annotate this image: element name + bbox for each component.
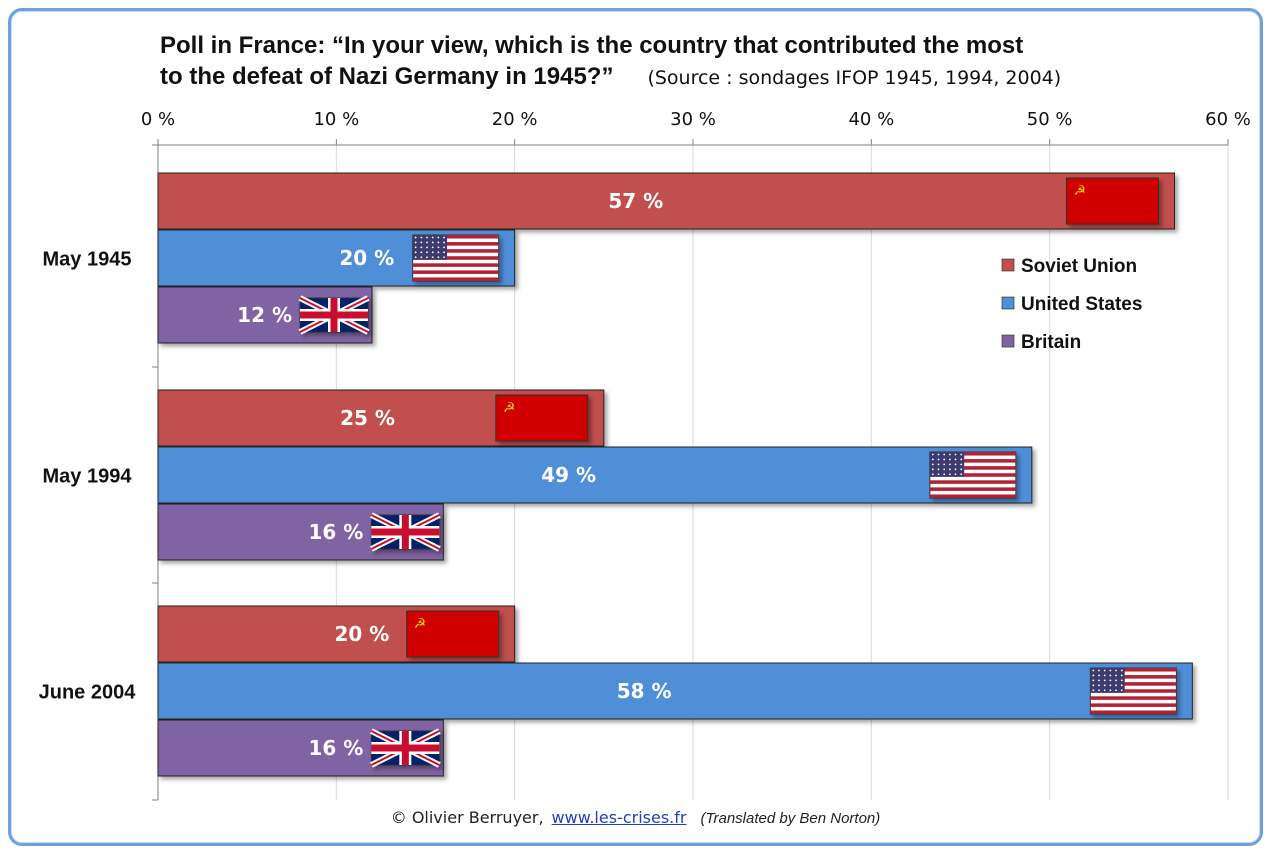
x-tick-label: 50 % — [1027, 109, 1073, 130]
us-flag-icon — [929, 451, 1017, 499]
bar-value-label: 20 % — [334, 622, 389, 646]
x-tick-label: 0 % — [141, 109, 175, 130]
us-flag-icon — [1089, 667, 1177, 715]
title-line-2-wrap: to the defeat of Nazi Germany in 1945?” (… — [160, 61, 1210, 94]
footer-author: © Olivier Berruyer, — [390, 808, 544, 827]
category-label: May 1994 — [43, 466, 133, 488]
chart-title: Poll in France: “In your view, which is … — [160, 30, 1210, 94]
x-tick-label: 40 % — [848, 109, 894, 130]
legend-swatch — [1001, 258, 1015, 272]
svg-text:☭: ☭ — [503, 400, 516, 416]
bar — [157, 446, 1033, 504]
bar-value-label: 16 % — [308, 736, 363, 760]
title-line-1: Poll in France: “In your view, which is … — [160, 32, 1024, 59]
soviet-flag-icon: ☭ — [495, 394, 589, 442]
category-label: June 2004 — [39, 682, 137, 704]
legend-swatch — [1001, 296, 1015, 310]
footer: © Olivier Berruyer, www.les-crises.fr (Tra… — [0, 808, 1271, 827]
svg-text:☭: ☭ — [1074, 183, 1087, 199]
x-tick-label: 10 % — [313, 109, 359, 130]
bar-value-label: 49 % — [541, 463, 596, 487]
x-tick-label: 30 % — [670, 109, 716, 130]
uk-flag-icon — [369, 728, 441, 768]
source-note: (Source : sondages IFOP 1945, 1994, 2004… — [647, 67, 1062, 89]
footer-link[interactable]: www.les-crises.fr — [551, 808, 687, 827]
us-flag-icon — [412, 234, 500, 282]
x-tick-label: 20 % — [492, 109, 538, 130]
bar-value-label: 16 % — [308, 520, 363, 544]
uk-flag-icon — [298, 295, 370, 335]
bar-value-label: 57 % — [608, 189, 663, 213]
uk-flag-icon — [369, 512, 441, 552]
soviet-flag-icon: ☭ — [1066, 177, 1159, 225]
bar — [157, 286, 373, 344]
legend-label: Britain — [1021, 332, 1081, 353]
bar-value-label: 20 % — [339, 246, 394, 270]
legend-label: United States — [1021, 294, 1142, 315]
legend-swatch — [1001, 334, 1015, 348]
bar-value-label: 58 % — [617, 679, 672, 703]
footer-translator: (Translated by Ben Norton) — [700, 810, 881, 827]
bar-value-label: 12 % — [237, 303, 292, 327]
legend-label: Soviet Union — [1021, 256, 1137, 277]
x-tick-label: 60 % — [1205, 109, 1251, 130]
category-label: May 1945 — [43, 249, 132, 271]
bar — [157, 662, 1193, 720]
soviet-flag-icon: ☭ — [406, 610, 500, 658]
title-line-2: to the defeat of Nazi Germany in 1945?” — [160, 63, 614, 90]
bar — [157, 172, 1175, 230]
svg-text:☭: ☭ — [414, 616, 427, 632]
bar-value-label: 25 % — [340, 406, 395, 430]
